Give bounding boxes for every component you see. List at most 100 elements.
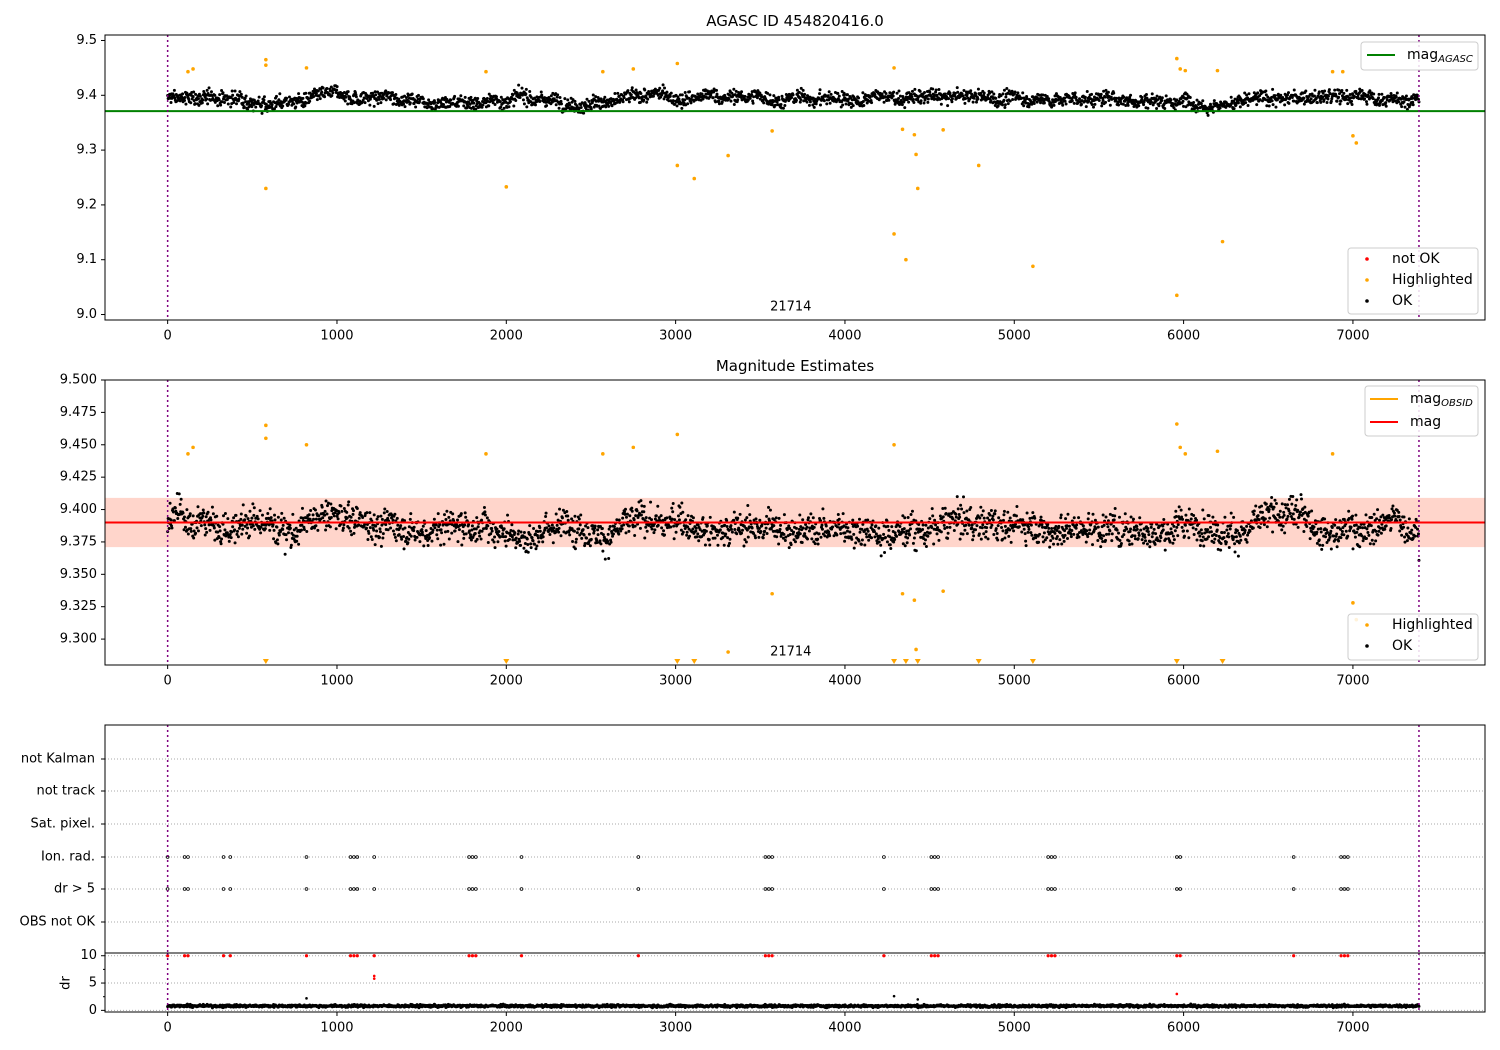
ok-point [240, 95, 244, 99]
ok-point [1072, 101, 1076, 105]
ok-point [391, 529, 395, 533]
ok-point [930, 525, 934, 529]
ok-point [1152, 527, 1156, 531]
ok-point [810, 537, 814, 541]
ok-point [1239, 538, 1243, 542]
ok-point [241, 101, 245, 105]
ok-point [812, 525, 816, 529]
ok-point [816, 537, 820, 541]
ok-point [549, 94, 553, 98]
ok-point [1106, 90, 1110, 94]
ok-point [1090, 92, 1094, 96]
ok-point [1047, 526, 1051, 530]
ok-point [649, 500, 653, 504]
ok-point [297, 92, 301, 96]
ok-point [1041, 535, 1045, 539]
ok-point [839, 105, 843, 109]
ok-point [489, 532, 493, 536]
highlighted-point [264, 186, 268, 191]
ok-point [1042, 101, 1046, 105]
ok-point [556, 93, 560, 97]
ok-point [806, 516, 810, 520]
ok-point [691, 516, 695, 520]
ok-point [426, 544, 430, 548]
ok-point [1322, 98, 1326, 102]
ok-point [455, 518, 459, 522]
ok-point [892, 90, 896, 94]
ok-point [281, 104, 285, 108]
ok-point [1181, 517, 1185, 521]
ok-point [866, 529, 870, 533]
ok-point [1273, 498, 1277, 502]
ok-point [472, 101, 476, 105]
ok-point [912, 536, 916, 540]
ok-point [1226, 532, 1230, 536]
ok-point [1327, 88, 1331, 92]
ok-point [536, 536, 540, 540]
ok-point [394, 539, 398, 543]
ok-point [729, 524, 733, 528]
ok-point [1243, 528, 1247, 532]
ok-point [622, 523, 626, 527]
ok-point [1058, 538, 1062, 542]
ok-point [992, 92, 996, 96]
ok-point [964, 523, 968, 527]
ok-point [1137, 533, 1141, 537]
ok-point [745, 516, 749, 520]
ok-point [624, 515, 628, 519]
ok-point [169, 100, 173, 104]
ok-point [1002, 513, 1006, 517]
ok-point [281, 523, 285, 527]
ok-point [858, 517, 862, 521]
ok-point [1022, 527, 1026, 531]
ok-point [244, 514, 248, 518]
ok-point [219, 103, 223, 107]
ok-point [803, 92, 807, 96]
ok-point [1032, 101, 1036, 105]
ok-point [376, 515, 380, 519]
highlighted-point [914, 152, 918, 157]
ok-point [476, 525, 480, 529]
ok-point [800, 540, 804, 544]
ok-point [565, 510, 569, 514]
ok-point [788, 533, 792, 537]
ok-point [852, 546, 856, 550]
highlighted-point [904, 257, 908, 262]
ok-point [233, 528, 237, 532]
ok-point [1206, 113, 1210, 117]
ok-point [854, 541, 858, 545]
ok-point [558, 96, 562, 100]
ok-point [996, 104, 1000, 108]
ok-point [1172, 538, 1176, 542]
ok-point [173, 96, 177, 100]
ok-point [1395, 91, 1399, 95]
ok-point [696, 523, 700, 527]
ok-point [729, 527, 733, 531]
ok-point [1148, 545, 1152, 549]
ok-point [209, 90, 213, 94]
ok-point [205, 88, 209, 92]
ok-point [1063, 533, 1067, 537]
ok-point [514, 546, 518, 550]
ok-point [1236, 554, 1240, 558]
ok-point [948, 525, 952, 529]
ok-point [799, 98, 803, 102]
ok-point [807, 103, 811, 107]
ok-point [350, 102, 354, 106]
ok-point [1143, 539, 1147, 543]
ok-point [238, 90, 242, 94]
ok-point [1066, 512, 1070, 516]
ok-point [385, 510, 389, 514]
ok-point [746, 503, 750, 507]
ok-point [761, 98, 765, 102]
ok-point [961, 532, 965, 536]
ok-point [801, 526, 805, 530]
x-tick-label: 4000 [828, 329, 861, 344]
ok-point [1118, 539, 1122, 543]
ok-point [566, 98, 570, 102]
highlighted-point [1354, 141, 1359, 145]
ok-point [420, 528, 424, 532]
ok-point [759, 529, 763, 533]
ok-point [775, 100, 779, 104]
